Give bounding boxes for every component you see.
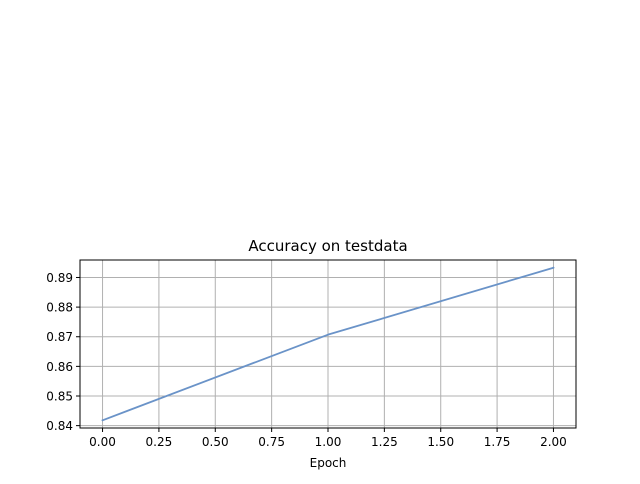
y-tick-label: 0.87 bbox=[46, 330, 73, 344]
x-tick-label: 0.50 bbox=[202, 435, 229, 449]
x-tick-label: 1.75 bbox=[484, 435, 511, 449]
x-tick-label: 1.50 bbox=[427, 435, 454, 449]
x-tick-label: 0.75 bbox=[258, 435, 285, 449]
y-tick-label: 0.88 bbox=[46, 301, 73, 315]
data-point bbox=[327, 333, 329, 336]
data-point bbox=[101, 419, 104, 422]
y-tick-label: 0.85 bbox=[46, 390, 73, 404]
x-tick-label: 0.25 bbox=[146, 435, 173, 449]
chart-title: Accuracy on testdata bbox=[248, 237, 407, 255]
y-tick-label: 0.84 bbox=[46, 419, 73, 433]
x-axis-label: Epoch bbox=[310, 456, 347, 470]
x-tick-label: 1.00 bbox=[315, 435, 342, 449]
x-tick-label: 2.00 bbox=[540, 435, 567, 449]
x-tick-label: 0.00 bbox=[89, 435, 116, 449]
series-layer bbox=[101, 266, 555, 422]
y-tick-label: 0.86 bbox=[46, 360, 73, 374]
x-tick-label: 1.25 bbox=[371, 435, 398, 449]
grid-layer bbox=[80, 260, 576, 428]
tick-layer: 0.00 0.25 0.50 0.75 1.00 1.25 1.50 1.75 2.00 0.84… bbox=[46, 271, 567, 449]
y-tick-label: 0.89 bbox=[46, 271, 73, 285]
data-point bbox=[552, 266, 555, 269]
